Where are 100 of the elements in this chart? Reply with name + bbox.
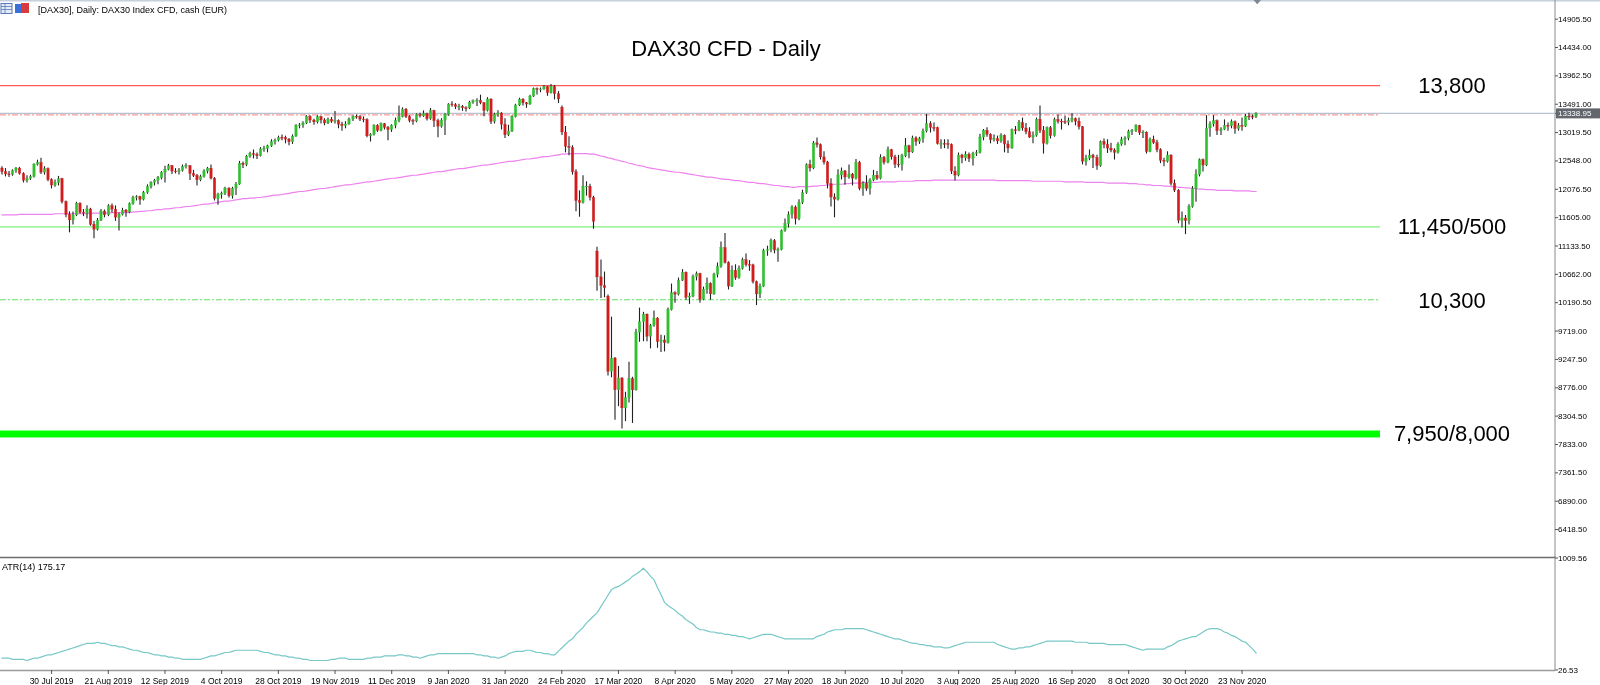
candlestick <box>461 104 464 111</box>
candlestick <box>386 125 390 141</box>
x-tick-label: 3 Aug 2020 <box>937 675 981 685</box>
candlestick <box>0 166 4 175</box>
candlestick <box>231 186 234 199</box>
candlestick <box>1049 125 1052 139</box>
x-tick-label: 17 Mar 2020 <box>594 675 643 685</box>
x-tick-label: 24 Feb 2020 <box>537 675 586 685</box>
candlestick <box>142 190 145 201</box>
candlestick <box>195 174 199 186</box>
candlestick <box>287 138 291 146</box>
candlestick <box>1010 128 1014 149</box>
text: DAX30 CFD - Daily <box>631 35 821 61</box>
candlestick <box>305 115 308 125</box>
candlestick <box>914 136 918 146</box>
candlestick <box>535 87 539 95</box>
candlestick <box>468 100 471 110</box>
candlestick <box>270 139 273 147</box>
candlestick <box>43 166 46 175</box>
candlestick <box>525 101 528 108</box>
candlestick <box>124 208 128 217</box>
x-tick-label: 11 Dec 2019 <box>367 675 416 685</box>
candlestick <box>1233 120 1237 134</box>
candlestick <box>730 265 734 288</box>
candlestick <box>1141 130 1145 138</box>
candlestick <box>865 175 868 191</box>
y-tick-label: 14905.50 <box>1558 14 1592 24</box>
candlestick <box>1127 129 1130 141</box>
candlestick <box>659 334 663 352</box>
candlestick <box>546 85 549 96</box>
candlestick <box>1226 122 1230 131</box>
candlestick <box>1138 124 1141 135</box>
text: 10,300 <box>1418 288 1486 313</box>
candlestick <box>812 141 815 170</box>
candlestick <box>978 133 982 154</box>
candlestick <box>11 169 14 176</box>
candlestick <box>875 171 879 181</box>
candlestick <box>464 106 468 112</box>
candlestick <box>1067 117 1070 126</box>
ref-line-label: 11,450/500 <box>1397 214 1507 240</box>
y-tick-label: 8304.50 <box>1558 411 1588 421</box>
candlestick <box>457 103 461 111</box>
y-tick-label: 14434.00 <box>1558 43 1592 53</box>
candlestick <box>642 311 645 342</box>
candlestick <box>1244 113 1247 128</box>
candlestick <box>1223 119 1226 131</box>
candlestick <box>1060 118 1063 130</box>
candlestick <box>284 135 287 144</box>
candlestick <box>340 121 344 131</box>
candlestick <box>252 149 255 159</box>
candlestick <box>1063 115 1067 125</box>
candlestick <box>1166 151 1169 163</box>
candlestick <box>475 98 479 107</box>
candlestick <box>418 112 422 118</box>
candlestick <box>744 253 748 267</box>
candlestick <box>996 135 999 144</box>
candlestick <box>422 110 425 117</box>
x-tick-label: 23 Nov 2020 <box>1217 675 1267 685</box>
candlestick <box>1184 214 1187 235</box>
candlestick <box>57 175 60 186</box>
y-tick-label: 12076.50 <box>1558 184 1592 194</box>
candlestick <box>486 97 489 112</box>
candlestick <box>1180 211 1184 228</box>
candlestick <box>365 118 369 138</box>
y-tick-label: 7833.00 <box>1558 439 1588 449</box>
x-tick-label: 16 Sep 2020 <box>1047 675 1097 685</box>
candlestick <box>4 168 7 177</box>
candlestick <box>103 209 106 218</box>
candlestick <box>957 152 960 177</box>
y-tick-label: 6890.00 <box>1558 496 1588 506</box>
candlestick <box>1240 117 1244 131</box>
candlestick <box>454 103 457 110</box>
candlestick <box>153 178 156 186</box>
candlestick <box>1106 139 1109 153</box>
candlestick <box>964 151 967 161</box>
candlestick <box>181 164 184 172</box>
candlestick <box>184 163 188 169</box>
ref-line-label: 13,800 <box>1418 73 1486 99</box>
candlestick <box>163 165 167 183</box>
candlestick <box>879 154 882 180</box>
candlestick <box>177 168 181 175</box>
candlestick <box>960 153 964 164</box>
candlestick <box>610 316 613 378</box>
x-tick-label: 25 Aug 2020 <box>991 675 1040 685</box>
candlestick <box>1145 131 1148 154</box>
candlestick <box>794 205 797 225</box>
x-tick-label: 31 Jan 2020 <box>481 675 529 685</box>
candlestick <box>808 159 812 172</box>
candlestick <box>673 291 677 303</box>
candlestick <box>273 138 277 145</box>
y-tick-label: 26.53 <box>1558 665 1579 675</box>
candlestick <box>344 121 347 129</box>
candlestick <box>861 181 865 196</box>
x-tick-label: 12 Sep 2019 <box>140 675 190 685</box>
candlestick <box>1091 153 1095 168</box>
candlestick <box>277 135 280 142</box>
candlestick <box>521 98 525 106</box>
x-tick-label: 19 Nov 2019 <box>310 675 360 685</box>
y-tick-label: 12548.00 <box>1558 156 1592 166</box>
candlestick <box>411 118 415 125</box>
